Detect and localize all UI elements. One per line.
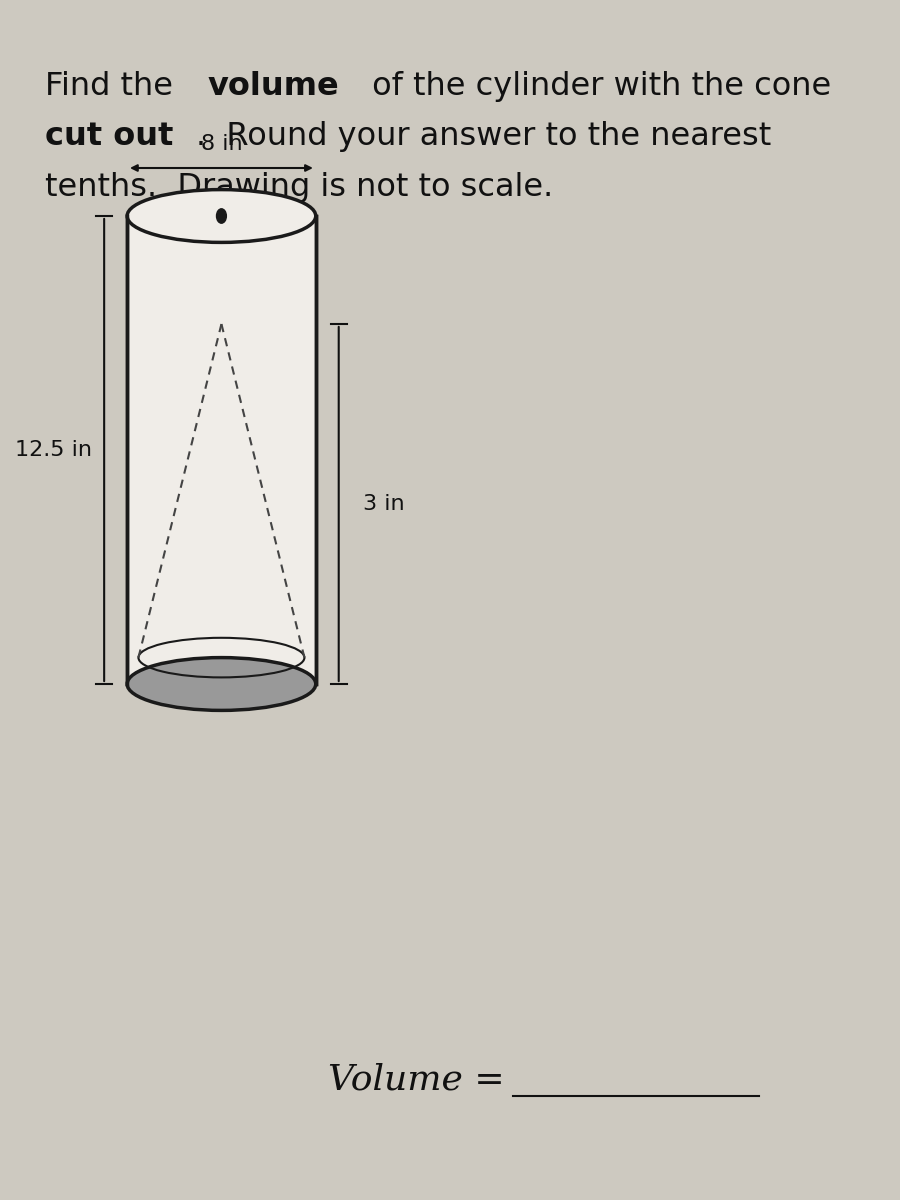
Ellipse shape: [127, 658, 316, 710]
Text: of the cylinder with the cone: of the cylinder with the cone: [363, 71, 832, 102]
Text: volume: volume: [208, 71, 339, 102]
Text: Volume =: Volume =: [328, 1063, 517, 1097]
Text: tenths.  Drawing is not to scale.: tenths. Drawing is not to scale.: [45, 172, 554, 203]
Text: Find the: Find the: [45, 71, 184, 102]
Text: 8 in: 8 in: [201, 133, 242, 154]
Circle shape: [217, 209, 227, 223]
Text: .  Round your answer to the nearest: . Round your answer to the nearest: [196, 121, 771, 152]
Text: cut out: cut out: [45, 121, 174, 152]
Bar: [127, 216, 316, 684]
Text: 12.5 in: 12.5 in: [14, 440, 92, 460]
Ellipse shape: [127, 190, 316, 242]
Text: 3 in: 3 in: [363, 494, 405, 514]
